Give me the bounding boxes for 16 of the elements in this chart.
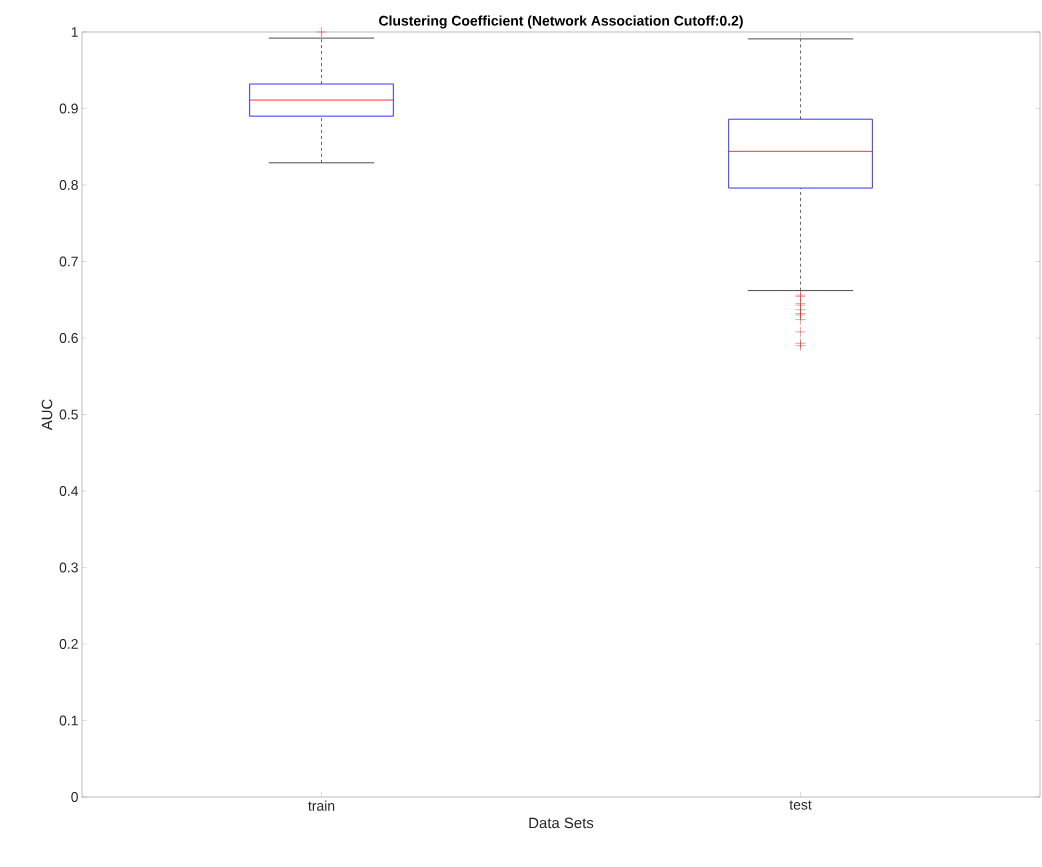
y-tick-label: 0.1 (59, 715, 78, 726)
y-tick-label: 1 (71, 27, 78, 37)
chart-title: Clustering Coefficient (Network Association Cutoff:0.2) (379, 15, 743, 29)
y-tick-label: 0.4 (59, 486, 79, 496)
y-tick-label: 0.8 (59, 180, 78, 190)
x-axis-title: Data Sets (529, 817, 594, 829)
y-tick-label: 0.6 (59, 333, 78, 343)
y-tick-label: 0.5 (59, 409, 78, 420)
y-axis-title: AUC (41, 399, 53, 431)
y-tick-label: 0 (71, 792, 78, 802)
y-tick-label: 0.7 (59, 256, 78, 267)
y-tick-label: 0.9 (59, 103, 78, 114)
y-tick-label: 0.3 (59, 562, 78, 573)
x-tick-label: test (789, 800, 812, 810)
y-tick-label: 0.2 (59, 639, 78, 649)
x-tick-label: train (308, 800, 335, 811)
